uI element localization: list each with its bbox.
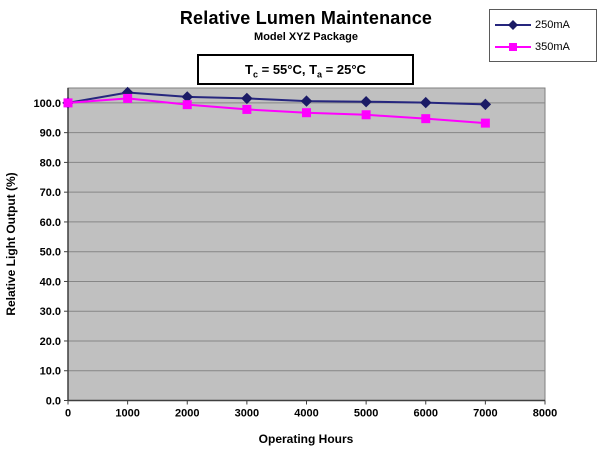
legend-item-250mA: 250mA bbox=[494, 14, 592, 36]
y-tick-label: 80.0 bbox=[40, 157, 61, 169]
series-marker-350mA bbox=[480, 118, 490, 128]
chart-legend: 250mA 350mA bbox=[489, 9, 597, 62]
series-line-250mA bbox=[67, 91, 486, 106]
y-tick-label: 50.0 bbox=[40, 247, 61, 259]
series-marker-250mA bbox=[360, 95, 372, 108]
x-tick-label: 1000 bbox=[115, 408, 139, 420]
x-axis-title: Operating Hours bbox=[258, 432, 354, 446]
series-marker-350mA bbox=[63, 98, 73, 108]
series-marker-350mA bbox=[361, 110, 371, 120]
y-tick-label: 10.0 bbox=[40, 366, 61, 378]
legend-swatch-diamond bbox=[495, 20, 531, 30]
chart-subtitle: Model XYZ Package bbox=[254, 31, 358, 43]
x-tick-label: 8000 bbox=[533, 408, 557, 420]
legend-label: 350mA bbox=[535, 41, 570, 53]
x-tick-label: 4000 bbox=[294, 408, 318, 420]
plot-area bbox=[67, 87, 546, 401]
temperature-annotation-box: Tc = 55°C, Ta = 25°C bbox=[197, 54, 414, 85]
series-marker-350mA bbox=[242, 104, 252, 114]
y-tick-label: 0.0 bbox=[46, 396, 61, 408]
y-tick-label: 60.0 bbox=[40, 217, 61, 229]
y-tick-label: 100.0 bbox=[33, 98, 61, 110]
series-marker-250mA bbox=[420, 96, 432, 109]
series-marker-350mA bbox=[182, 100, 192, 110]
y-tick-label: 30.0 bbox=[40, 306, 61, 318]
x-tick-label: 6000 bbox=[414, 408, 438, 420]
series-marker-250mA bbox=[241, 92, 253, 105]
y-axis-title: Relative Light Output (%) bbox=[4, 172, 18, 316]
x-tick-label: 2000 bbox=[175, 408, 199, 420]
series-line-350mA bbox=[67, 97, 486, 125]
y-tick-label: 20.0 bbox=[40, 336, 61, 348]
y-tick-label: 90.0 bbox=[40, 128, 61, 140]
series-marker-350mA bbox=[421, 114, 431, 124]
legend-label: 250mA bbox=[535, 19, 570, 31]
legend-item-350mA: 350mA bbox=[494, 36, 592, 58]
x-tick-label: 7000 bbox=[473, 408, 497, 420]
series-marker-350mA bbox=[302, 108, 311, 118]
y-tick-label: 70.0 bbox=[40, 187, 61, 199]
series-marker-250mA bbox=[479, 98, 492, 111]
annotation-text: Tc = 55°C, Ta = 25°C bbox=[245, 62, 366, 80]
y-tick-label: 40.0 bbox=[40, 276, 61, 288]
series-marker-250mA bbox=[300, 95, 313, 107]
x-tick-label: 5000 bbox=[354, 408, 378, 420]
legend-swatch-square bbox=[495, 43, 531, 51]
series-marker-350mA bbox=[123, 93, 133, 103]
chart-title: Relative Lumen Maintenance bbox=[179, 8, 433, 28]
x-tick-label: 3000 bbox=[235, 408, 259, 420]
x-tick-label: 0 bbox=[65, 408, 71, 420]
